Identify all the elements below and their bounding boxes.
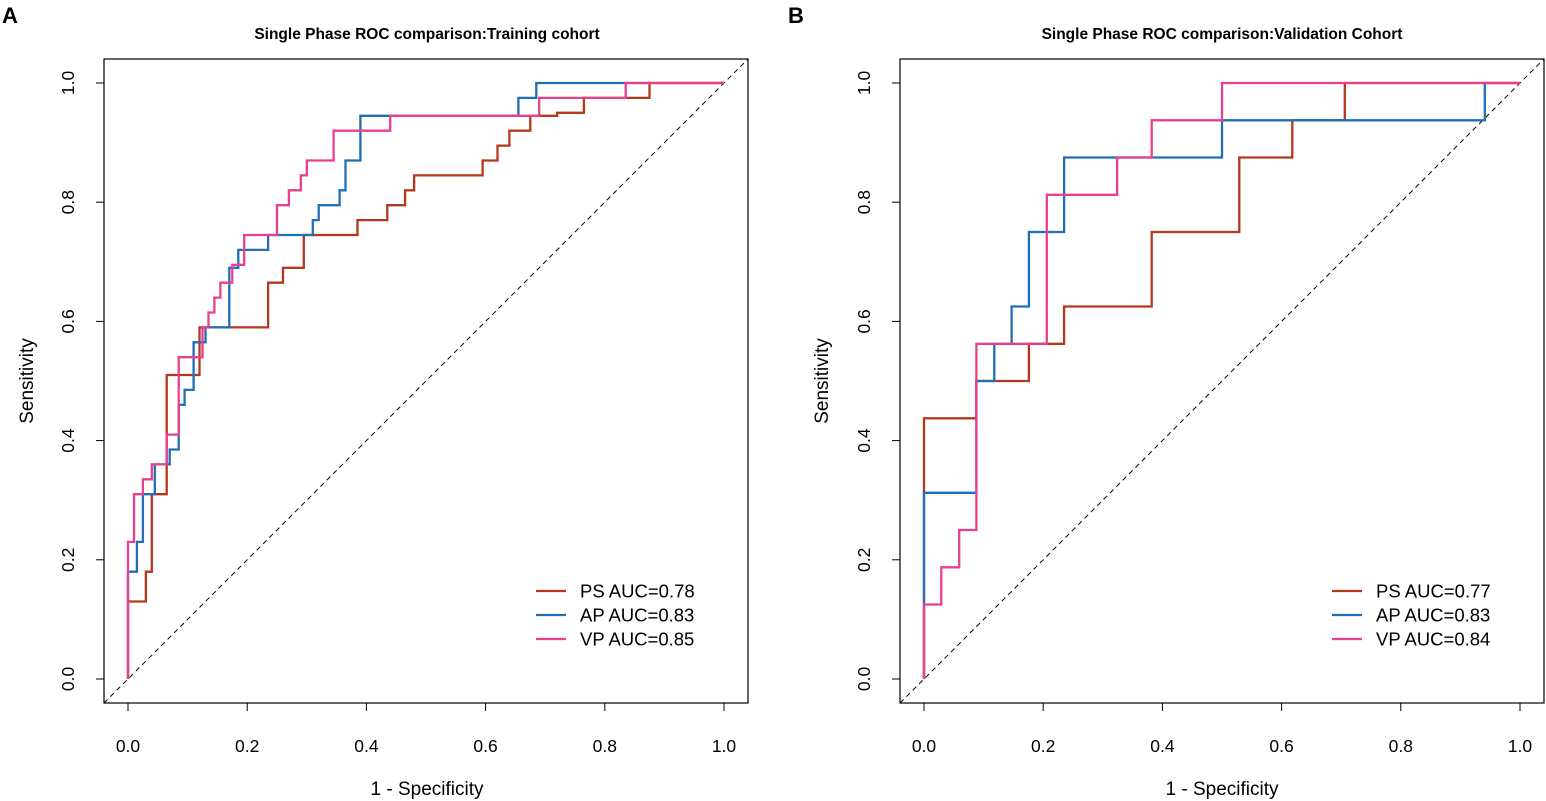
panel-a-x-ticks: 0.0 0.2 0.4 0.6 0.8 1.0 — [116, 702, 737, 756]
panel-b-x-tick-label: 0.2 — [1031, 736, 1055, 756]
panel-a-roc-line-ap — [126, 81, 724, 679]
panel-a-legend-label-vp: VP AUC=0.85 — [580, 629, 694, 650]
panel-b-diagonal-reference — [899, 58, 1545, 704]
panel-b-x-tick-label: 1.0 — [1508, 736, 1533, 756]
panel-b-x-tick-label: 0.6 — [1269, 736, 1293, 756]
panel-b-x-tick-label: 0.0 — [912, 736, 937, 756]
panel-a-letter: A — [2, 3, 18, 28]
panel-b-legend: PS AUC=0.77 AP AUC=0.83 VP AUC=0.84 — [1332, 581, 1491, 650]
panel-b-x-ticks: 0.0 0.2 0.4 0.6 0.8 1.0 — [912, 702, 1533, 756]
panel-a-legend-label-ap: AP AUC=0.83 — [580, 605, 694, 626]
panel-b-y-axis-label: Sensitivity — [812, 338, 833, 424]
panel-b-y-tick-label: 0.8 — [854, 190, 874, 214]
panel-a-y-axis-label: Sensitivity — [17, 338, 38, 424]
panel-a-y-tick-label: 0.0 — [58, 667, 78, 692]
panel-b-x-tick-label: 0.4 — [1150, 736, 1175, 756]
panel-a-x-tick-label: 0.8 — [593, 736, 617, 756]
panel-b: B Single Phase ROC comparison:Validation… — [788, 3, 1545, 800]
panel-a-x-tick-label: 0.0 — [116, 736, 141, 756]
panel-b-y-tick-label: 1.0 — [854, 71, 874, 96]
panel-b-y-tick-label: 0.2 — [854, 548, 874, 572]
panel-b-x-axis-label: 1 - Specificity — [1166, 779, 1279, 800]
panel-a-series-lines — [126, 81, 724, 679]
panel-b-title: Single Phase ROC comparison:Validation C… — [1042, 26, 1403, 43]
panel-a-y-tick-label: 1.0 — [58, 71, 78, 96]
panel-b-x-tick-label: 0.8 — [1389, 736, 1413, 756]
panel-b-y-tick-label: 0.0 — [854, 667, 874, 692]
panel-b-roc-line-ap — [922, 81, 1520, 679]
panel-a-y-tick-label: 0.4 — [58, 428, 78, 453]
panel-a-x-tick-label: 0.2 — [235, 736, 259, 756]
panel-b-legend-label-ps: PS AUC=0.77 — [1376, 581, 1491, 602]
panel-b-legend-label-vp: VP AUC=0.84 — [1376, 629, 1490, 650]
panel-b-y-tick-label: 0.4 — [854, 428, 874, 453]
panel-b-roc-line-vp — [922, 81, 1520, 679]
panel-b-y-tick-label: 0.6 — [854, 309, 874, 333]
panel-a-roc-line-vp — [126, 81, 724, 679]
panel-a-diagonal-reference — [103, 58, 749, 704]
panel-a-x-tick-label: 0.6 — [473, 736, 497, 756]
panel-b-series-lines — [922, 81, 1520, 679]
panel-a-x-axis-label: 1 - Specificity — [371, 779, 484, 800]
panel-a: A Single Phase ROC comparison:Training c… — [2, 3, 749, 800]
panel-a-x-tick-label: 0.4 — [354, 736, 379, 756]
panel-a-x-tick-label: 1.0 — [712, 736, 737, 756]
panel-a-y-tick-label: 0.2 — [58, 548, 78, 572]
panel-a-y-tick-label: 0.8 — [58, 190, 78, 214]
panel-b-legend-label-ap: AP AUC=0.83 — [1376, 605, 1490, 626]
panel-b-y-ticks: 0.0 0.2 0.4 0.6 0.8 1.0 — [854, 71, 901, 692]
panel-a-y-tick-label: 0.6 — [58, 309, 78, 333]
panel-a-title: Single Phase ROC comparison:Training coh… — [254, 26, 599, 43]
panel-a-legend: PS AUC=0.78 AP AUC=0.83 VP AUC=0.85 — [536, 581, 695, 650]
panel-a-y-ticks: 0.0 0.2 0.4 0.6 0.8 1.0 — [58, 71, 105, 692]
panel-a-legend-label-ps: PS AUC=0.78 — [580, 581, 695, 602]
panel-b-letter: B — [788, 3, 804, 28]
